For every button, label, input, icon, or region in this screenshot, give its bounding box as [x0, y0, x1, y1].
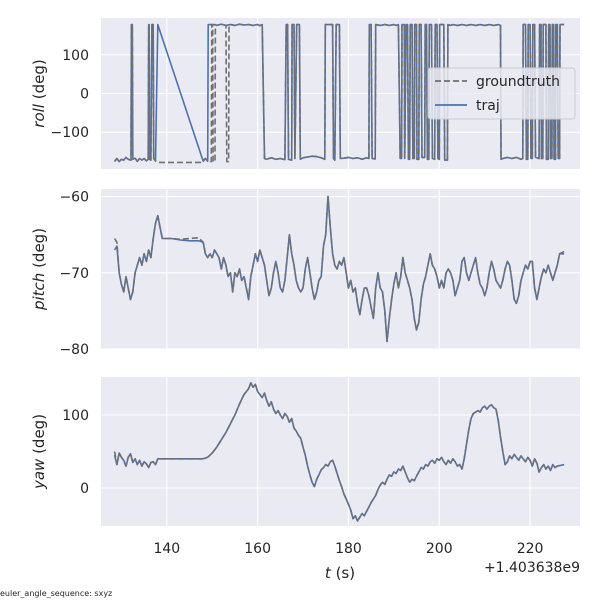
panel-pitch: −80 −70 −60 pitch (deg) — [30, 189, 580, 358]
y-tick-label-pitch: −60 — [59, 190, 89, 206]
x-tick-label: 220 — [517, 541, 544, 557]
x-axis-label: t (s) — [325, 564, 355, 582]
plot-area-pitch — [101, 189, 580, 349]
series-groundtruth-yaw — [113, 382, 565, 522]
y-tick-label-pitch: −80 — [59, 342, 89, 358]
legend-label-traj: traj — [476, 98, 500, 114]
x-offset-label: +1.403638e9 — [484, 560, 580, 576]
series-traj-roll — [114, 23, 565, 163]
legend-label-groundtruth: groundtruth — [476, 74, 560, 90]
panels-layer: −100 0 100 roll (deg) −80 −70 −60 pitch (deg) 0 1… — [30, 18, 580, 557]
y-tick-label-roll: 100 — [62, 48, 89, 64]
y-axis-label-roll: roll (deg) — [30, 59, 48, 127]
panel-yaw: 0 100 140 160 180 200 220 yaw (deg) — [30, 377, 580, 557]
x-tick-label: 180 — [335, 541, 362, 557]
y-tick-label-yaw: 100 — [62, 408, 89, 424]
y-axis-label-pitch: pitch (deg) — [30, 228, 48, 311]
legend: groundtruth traj — [427, 67, 576, 120]
y-tick-label-roll: −100 — [51, 125, 89, 141]
plot-area-yaw — [101, 377, 580, 526]
x-tick-label: 200 — [426, 541, 453, 557]
footnote: euler_angle_sequence: sxyz — [0, 589, 112, 598]
y-tick-label-roll: 0 — [80, 87, 89, 103]
x-tick-label: 140 — [153, 541, 180, 557]
y-tick-label-yaw: 0 — [80, 481, 89, 497]
series-groundtruth-pitch — [113, 195, 565, 343]
series-groundtruth-roll — [113, 23, 565, 164]
y-tick-label-pitch: −70 — [59, 266, 89, 282]
x-tick-label: 160 — [244, 541, 271, 557]
y-axis-label-yaw: yaw (deg) — [30, 414, 48, 490]
